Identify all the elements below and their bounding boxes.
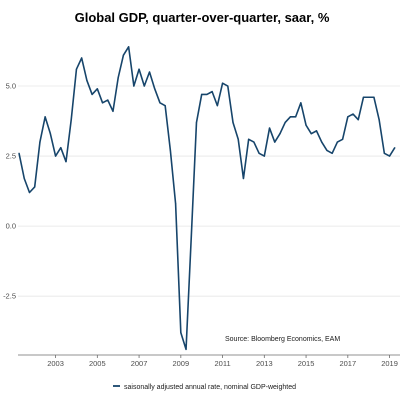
data-point <box>211 91 213 93</box>
data-point <box>201 93 203 96</box>
data-point <box>44 116 46 118</box>
data-point <box>216 105 218 107</box>
data-point <box>122 54 125 56</box>
data-point <box>336 141 338 143</box>
data-point <box>148 71 151 73</box>
x-tick-label: 2009 <box>172 359 189 368</box>
data-point <box>101 102 104 104</box>
data-point <box>227 85 229 87</box>
data-point <box>96 88 98 90</box>
data-point <box>341 138 344 140</box>
data-point <box>237 138 239 140</box>
data-point <box>289 116 292 118</box>
data-point <box>221 82 224 84</box>
data-point <box>185 348 187 350</box>
data-point <box>180 331 182 334</box>
y-tick-label: -2.5 <box>3 292 16 301</box>
x-axis: 2003 2005 2007 2009 2011 2013 2015 2017 2019 <box>47 355 398 368</box>
data-point <box>81 57 83 59</box>
data-point <box>315 130 318 132</box>
data-point <box>65 161 67 163</box>
data-point <box>91 93 93 96</box>
data-point <box>28 191 31 194</box>
data-point <box>206 93 208 96</box>
data-point <box>107 99 109 101</box>
data-point <box>388 155 391 157</box>
data-point <box>352 113 354 115</box>
data-points <box>18 46 396 350</box>
y-tick-label: 2.5 <box>6 152 16 161</box>
data-point <box>347 116 349 118</box>
data-point <box>133 85 135 87</box>
legend: saisonally adjusted annual rate, nominal… <box>113 384 296 391</box>
data-point <box>70 119 72 121</box>
x-tick-label: 2015 <box>298 359 315 368</box>
data-point <box>138 68 140 70</box>
data-point <box>117 77 119 79</box>
data-point <box>268 127 271 129</box>
data-point <box>39 141 41 143</box>
data-point <box>373 96 375 98</box>
data-point <box>321 141 323 143</box>
data-point <box>175 203 177 205</box>
data-point <box>23 177 25 180</box>
data-point <box>164 105 166 107</box>
data-point <box>75 68 78 70</box>
data-point <box>242 177 245 180</box>
y-axis: -2.5 0.0 2.5 5.0 <box>3 82 16 301</box>
gdp-series-line <box>18 46 396 351</box>
data-point <box>305 124 307 126</box>
x-tick-label: 2011 <box>214 359 230 368</box>
data-point <box>18 152 20 154</box>
data-point <box>190 236 192 238</box>
data-point <box>394 147 396 149</box>
data-point <box>362 96 365 98</box>
data-point <box>112 110 114 112</box>
data-point <box>34 186 36 188</box>
data-point <box>279 133 281 135</box>
data-point <box>263 155 265 157</box>
x-tick-label: 2007 <box>131 359 148 368</box>
data-point <box>295 116 297 118</box>
x-tick-label: 2013 <box>256 359 273 368</box>
source-annotation: Source: Bloomberg Economics, EAM <box>225 336 340 343</box>
data-point <box>378 119 380 121</box>
data-point <box>368 96 370 98</box>
x-tick-label: 2017 <box>339 359 356 368</box>
data-point <box>159 102 161 104</box>
data-point <box>154 88 156 90</box>
data-point <box>128 46 130 48</box>
data-point <box>54 155 57 157</box>
data-point <box>284 121 286 124</box>
data-point <box>326 149 328 152</box>
x-tick-label: 2019 <box>381 359 398 368</box>
x-tick-label: 2005 <box>89 359 106 368</box>
data-point <box>274 141 276 143</box>
data-point <box>60 147 62 149</box>
data-point <box>331 152 333 154</box>
data-point <box>300 102 302 104</box>
data-point <box>169 149 171 152</box>
data-point <box>310 133 312 135</box>
data-point <box>253 141 255 143</box>
data-point <box>383 152 385 154</box>
y-tick-label: 5.0 <box>6 82 16 91</box>
data-point <box>357 119 359 121</box>
data-point <box>258 152 260 154</box>
data-point <box>49 133 51 135</box>
chart-title: Global GDP, quarter-over-quarter, saar, … <box>74 10 330 25</box>
data-point <box>86 79 88 82</box>
legend-label: saisonally adjusted annual rate, nominal… <box>124 384 296 391</box>
y-tick-label: 0.0 <box>6 222 16 231</box>
data-point <box>143 85 145 87</box>
gridlines <box>18 85 400 297</box>
data-point <box>232 121 234 124</box>
data-point <box>195 121 198 124</box>
x-tick-label: 2003 <box>47 359 64 368</box>
data-point <box>248 138 250 140</box>
